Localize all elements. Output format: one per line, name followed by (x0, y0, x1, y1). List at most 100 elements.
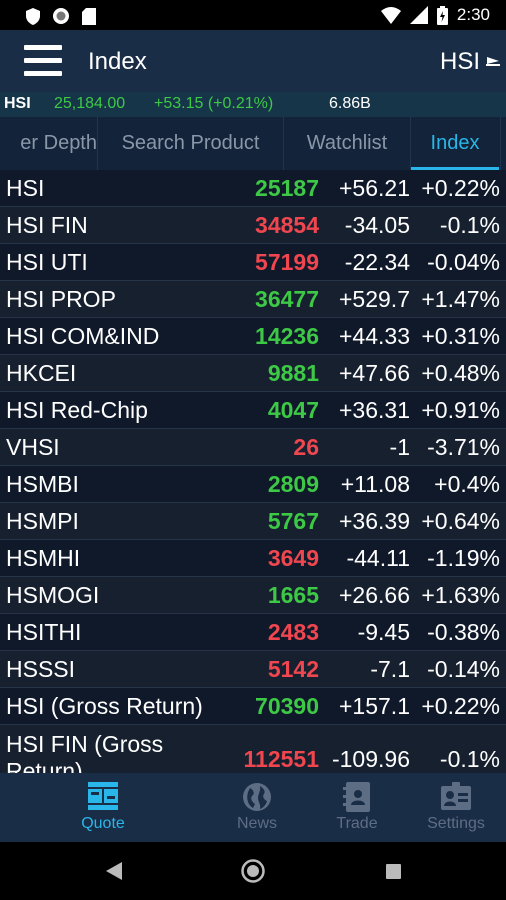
index-name: HSI Red-Chip (6, 397, 148, 423)
index-row[interactable]: HSMOGI 1665 +26.66 +1.63% (0, 577, 506, 614)
index-name: VHSI (6, 434, 60, 460)
index-change: -7.1 (370, 656, 410, 682)
index-change: +529.7 (339, 286, 410, 312)
index-row[interactable]: HSMHI 3649 -44.11 -1.19% (0, 540, 506, 577)
index-percent: -0.1% (439, 746, 500, 772)
page-title: Index (88, 48, 147, 75)
tab-watchlist[interactable]: Watchlist (306, 132, 388, 154)
index-name: HSMHI (6, 545, 81, 571)
menu-icon[interactable] (24, 45, 64, 77)
recents-icon[interactable] (386, 864, 401, 879)
index-percent: +0.64% (421, 508, 500, 534)
index-value: 57199 (255, 249, 319, 275)
index-change: +56.21 (339, 175, 410, 201)
index-name: HSI FIN (Gross (6, 731, 164, 757)
index-percent: +0.31% (421, 323, 500, 349)
status-bar: 2:30 (0, 0, 506, 30)
index-row[interactable]: HSI PROP 36477 +529.7 +1.47% (0, 281, 506, 318)
symbol-selector[interactable]: HSI (440, 48, 500, 76)
index-value: 9881 (267, 360, 319, 386)
nav-settings-label: Settings (427, 815, 485, 832)
index-name: HSI PROP (6, 286, 116, 312)
ticker-strip: HSI 25,184.00 +53.15 (+0.21%) 6.86B (0, 92, 506, 117)
globe-icon (243, 783, 271, 811)
index-change: +47.66 (339, 360, 410, 386)
index-percent: -0.1% (439, 212, 500, 238)
index-change: -109.96 (331, 746, 410, 772)
signal-icon (409, 6, 428, 24)
index-value: 26 (293, 434, 319, 460)
tab-divider (410, 117, 411, 170)
wifi-icon (380, 6, 401, 24)
index-value: 5767 (267, 508, 319, 534)
index-change: +36.31 (339, 397, 410, 423)
battery-icon (436, 5, 448, 25)
index-change: +26.66 (339, 582, 410, 608)
index-value: 5142 (267, 656, 319, 682)
nav-news[interactable]: News (207, 773, 307, 842)
index-percent: -3.71% (427, 434, 500, 460)
index-row[interactable]: HSI FIN 34854 -34.05 -0.1% (0, 207, 506, 244)
index-value: 14236 (255, 323, 319, 349)
index-percent: +0.48% (421, 360, 500, 386)
index-value: 112551 (243, 746, 319, 772)
ticker-symbol: HSI (4, 95, 31, 112)
index-percent: +0.22% (421, 175, 500, 201)
settings-icon (441, 782, 471, 810)
index-row[interactable]: HSI FIN (Gross Return) 112551 -109.96 -0… (0, 725, 506, 773)
index-change: +36.39 (339, 508, 410, 534)
index-name-continued: Return) (6, 758, 83, 773)
trade-icon (343, 782, 370, 812)
index-value: 70390 (255, 693, 319, 719)
index-change: +11.08 (340, 471, 410, 497)
symbol-label: HSI (439, 48, 480, 75)
index-name: HSI FIN (6, 212, 88, 238)
index-name: HSI COM&IND (6, 323, 160, 349)
index-row[interactable]: HSI UTI 57199 -22.34 -0.04% (0, 244, 506, 281)
index-change: +44.33 (339, 323, 410, 349)
home-icon[interactable] (241, 859, 265, 883)
index-name: HSSSI (6, 656, 76, 682)
index-row[interactable]: HSI 25187 +56.21 +0.22% (0, 170, 506, 207)
index-value: 2809 (267, 471, 319, 497)
nav-settings[interactable]: Settings (406, 773, 506, 842)
nav-quote[interactable]: Quote (53, 773, 153, 842)
tab-index[interactable]: Index (411, 117, 499, 170)
index-value: 34854 (255, 212, 319, 238)
index-value: 36477 (255, 286, 319, 312)
back-icon[interactable] (106, 862, 122, 880)
index-change: -9.45 (357, 619, 410, 645)
tab-divider (97, 117, 98, 170)
index-value: 4047 (267, 397, 319, 423)
index-name: HSI UTI (6, 249, 88, 275)
index-row[interactable]: VHSI 26 -1 -3.71% (0, 429, 506, 466)
record-icon (53, 8, 69, 24)
shield-icon (26, 7, 40, 25)
sd-card-icon (82, 7, 96, 25)
index-row[interactable]: HSI COM&IND 14236 +44.33 +0.31% (0, 318, 506, 355)
tab-order-depth[interactable]: er Depth (20, 132, 97, 154)
index-row[interactable]: HSITHI 2483 -9.45 -0.38% (0, 614, 506, 651)
index-percent: -0.38% (427, 619, 500, 645)
index-name: HSI (6, 175, 45, 201)
status-time: 2:30 (456, 5, 490, 24)
index-row[interactable]: HSMBI 2809 +11.08 +0.4% (0, 466, 506, 503)
index-name: HSMPI (6, 508, 79, 534)
index-row[interactable]: HSSSI 5142 -7.1 -0.14% (0, 651, 506, 688)
nav-trade[interactable]: Trade (307, 773, 407, 842)
index-row[interactable]: HSI (Gross Return) 70390 +157.1 +0.22% (0, 688, 506, 725)
index-percent: +1.47% (421, 286, 500, 312)
ticker-price: 25,184.00 (54, 95, 126, 112)
index-row[interactable]: HKCEI 9881 +47.66 +0.48% (0, 355, 506, 392)
index-change: -34.05 (344, 212, 410, 238)
index-name: HSMOGI (6, 582, 100, 608)
index-name: HKCEI (6, 360, 77, 386)
tab-bar: er Depth Search Product Watchlist Index (0, 117, 506, 170)
index-row[interactable]: HSMPI 5767 +36.39 +0.64% (0, 503, 506, 540)
index-value: 2483 (267, 619, 319, 645)
tab-search-product[interactable]: Search Product (121, 132, 260, 154)
index-value: 25187 (255, 175, 319, 201)
index-name: HSI (Gross Return) (6, 693, 203, 719)
quote-icon (88, 782, 118, 810)
index-row[interactable]: HSI Red-Chip 4047 +36.31 +0.91% (0, 392, 506, 429)
